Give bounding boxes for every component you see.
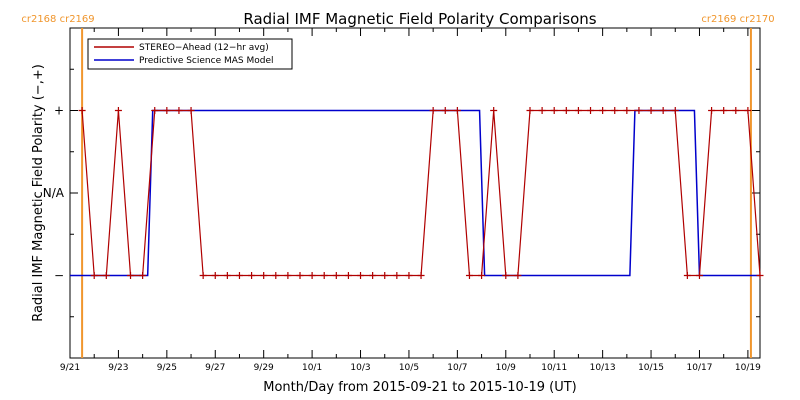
stereo-point (344, 272, 352, 279)
stereo-point (562, 107, 570, 114)
stereo-point (211, 272, 219, 279)
x-tick-label: 9/25 (157, 363, 177, 373)
legend: STEREO−Ahead (12−hr avg) Predictive Scie… (87, 38, 293, 70)
x-tick-label: 9/27 (205, 363, 225, 373)
chart-title: Radial IMF Magnetic Field Polarity Compa… (243, 10, 596, 28)
stereo-point (151, 107, 159, 114)
stereo-point (744, 107, 752, 114)
legend-label-stereo: STEREO−Ahead (12−hr avg) (139, 43, 269, 53)
stereo-point (441, 107, 449, 114)
stereo-point (647, 107, 655, 114)
stereo-point (284, 272, 292, 279)
stereo-point (526, 107, 534, 114)
stereo-point (199, 272, 207, 279)
rotation-label: cr2168 cr2169 (21, 14, 94, 25)
x-axis-label: Month/Day from 2015-09-21 to 2015-10-19 … (263, 380, 576, 395)
stereo-point (429, 107, 437, 114)
stereo-point (332, 272, 340, 279)
x-tick-label: 10/9 (496, 363, 516, 373)
x-tick-label: 10/5 (399, 363, 419, 373)
series-model (70, 109, 760, 277)
stereo-point (465, 272, 473, 279)
stereo-point (357, 272, 365, 279)
stereo-point (248, 272, 256, 279)
x-tick-label: 10/17 (687, 363, 713, 373)
stereo-point (490, 107, 498, 114)
stereo-point (320, 272, 328, 279)
legend-label-model: Predictive Science MAS Model (139, 56, 274, 66)
legend-box (87, 38, 293, 70)
stereo-point (102, 272, 110, 279)
stereo-point (260, 272, 268, 279)
rotation-label: cr2169 cr2170 (701, 14, 774, 25)
stereo-point (599, 107, 607, 114)
stereo-point (139, 272, 147, 279)
stereo-point (296, 272, 304, 279)
stereo-point (453, 107, 461, 114)
stereo-point (538, 107, 546, 114)
y-tick-label: + (54, 104, 64, 118)
stereo-point (114, 107, 122, 114)
model-line (70, 109, 760, 277)
stereo-point (708, 107, 716, 114)
stereo-point (175, 107, 183, 114)
stereo-point (127, 272, 135, 279)
stereo-point (405, 272, 413, 279)
stereo-point (514, 272, 522, 279)
stereo-point (635, 107, 643, 114)
stereo-point (720, 107, 728, 114)
stereo-point (163, 107, 171, 114)
stereo-point (683, 272, 691, 279)
stereo-point (659, 107, 667, 114)
stereo-point (369, 272, 377, 279)
stereo-point (90, 272, 98, 279)
x-tick-label: 10/7 (447, 363, 467, 373)
y-tick-label: N/A (43, 186, 65, 200)
stereo-point (417, 272, 425, 279)
x-axis: 9/21 9/23 9/25 9/27 9/29 10/1 10/3 10/5 10/7 10/9… (60, 28, 761, 373)
y-axis-label: Radial IMF Magnetic Field Polarity (−,+) (31, 64, 46, 322)
x-tick-label: 9/23 (108, 363, 128, 373)
stereo-point (235, 272, 243, 279)
stereo-point (272, 272, 280, 279)
x-tick-label: 10/1 (302, 363, 322, 373)
stereo-point (587, 107, 595, 114)
stereo-point (623, 107, 631, 114)
stereo-point (756, 272, 764, 279)
x-tick-label: 10/3 (350, 363, 370, 373)
stereo-point (611, 107, 619, 114)
stereo-point (695, 272, 703, 279)
x-tick-label: 10/19 (735, 363, 761, 373)
stereo-point (308, 272, 316, 279)
y-tick-label: − (54, 269, 64, 283)
x-tick-label: 10/13 (590, 363, 616, 373)
stereo-point (223, 272, 231, 279)
series-stereo (78, 107, 764, 279)
stereo-point (78, 107, 86, 114)
x-tick-label: 9/29 (254, 363, 274, 373)
stereo-point (671, 107, 679, 114)
stereo-point (732, 107, 740, 114)
stereo-point (393, 272, 401, 279)
stereo-point (187, 107, 195, 114)
stereo-point (381, 272, 389, 279)
x-tick-label: 9/21 (60, 363, 80, 373)
stereo-point (478, 272, 486, 279)
x-tick-label: 10/15 (638, 363, 664, 373)
carrington-rotation-markers: cr2168 cr2169 cr2169 cr2170 (21, 14, 775, 358)
stereo-point (574, 107, 582, 114)
stereo-point (550, 107, 558, 114)
x-tick-label: 10/11 (541, 363, 567, 373)
stereo-point (502, 272, 510, 279)
